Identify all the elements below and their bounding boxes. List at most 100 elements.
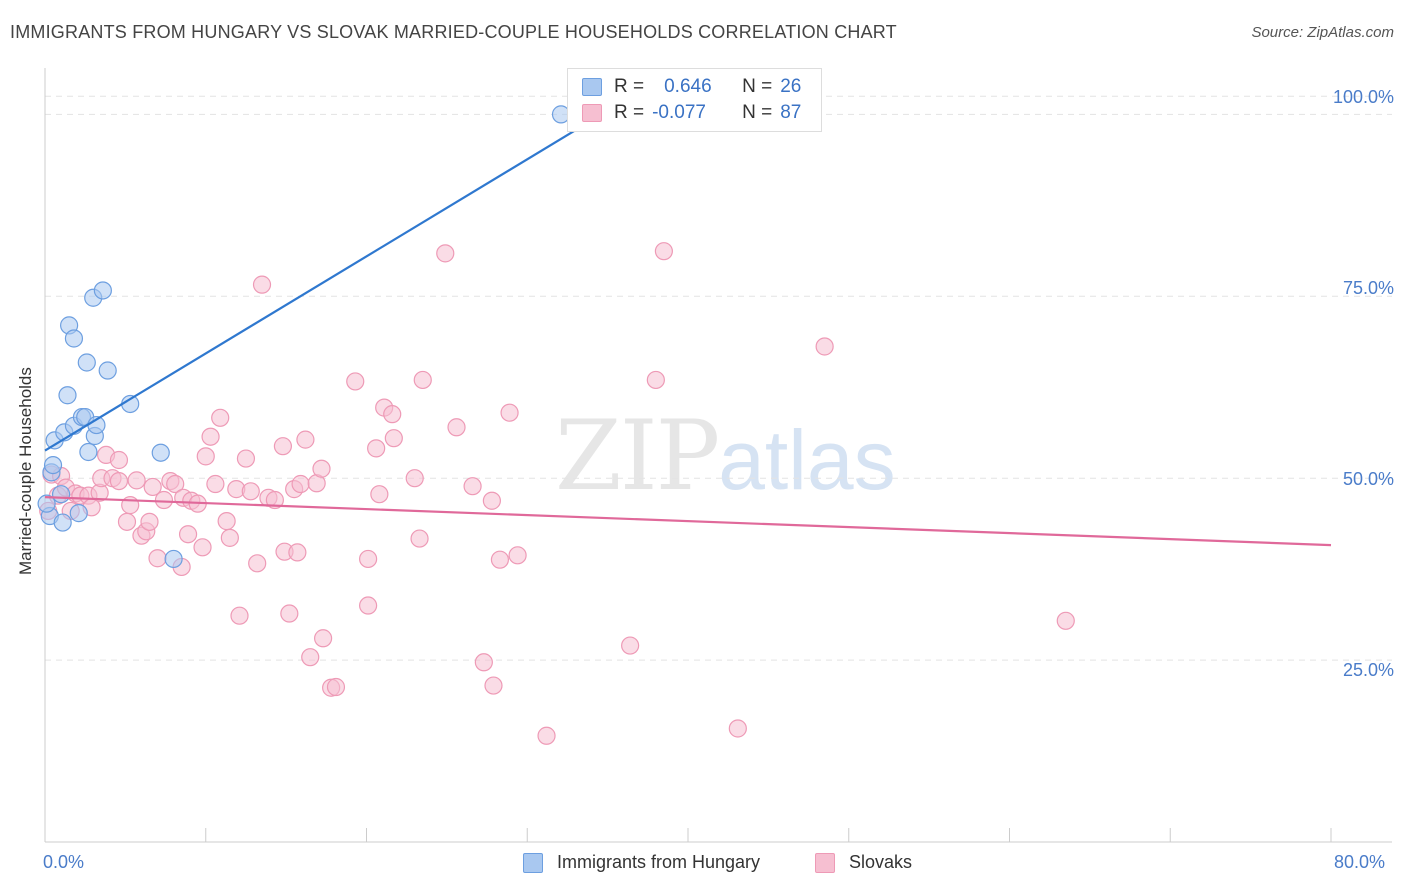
hungary-point-19	[93, 281, 112, 300]
slovaks-point-41	[241, 482, 260, 501]
slovaks-point-78	[508, 546, 527, 565]
slovaks-point-73	[474, 653, 493, 672]
hungary-point-7	[58, 386, 77, 405]
y-tick-label-50: 50.0%	[1342, 469, 1394, 489]
slovaks-point-71	[447, 418, 466, 437]
legend-n-value: 87	[780, 102, 802, 123]
slovaks-point-15	[117, 512, 137, 531]
slovaks-point-77	[500, 403, 519, 422]
slovaks-point-32	[196, 447, 215, 466]
y-axis-label: Married-couple Households	[16, 367, 35, 575]
hungary-point-25	[37, 494, 56, 513]
hungary-point-22	[151, 443, 170, 462]
slovaks-point-36	[217, 512, 236, 531]
bottom-legend-label: Slovaks	[849, 852, 913, 872]
legend-row-hungary: R = 0.646 N = 26	[582, 75, 801, 99]
slovaks-point-39	[230, 606, 249, 625]
slovaks-point-51	[291, 474, 310, 494]
slovaks-point-67	[405, 469, 424, 488]
legend-r-value: 0.646	[664, 76, 712, 97]
correlation-legend: R = 0.646 N = 26 R = -0.077 N = 87	[567, 68, 822, 132]
slovaks-point-80	[621, 636, 640, 655]
slovaks-point-43	[252, 275, 272, 294]
slovaks-point-28	[178, 525, 198, 544]
slovaks-point-65	[383, 405, 402, 424]
legend-n-label: N =	[742, 76, 773, 97]
slovaks-point-82	[654, 242, 673, 261]
slovaks-point-34	[206, 474, 225, 494]
watermark: ZIPatlas	[555, 400, 896, 512]
slovaks-point-58	[326, 677, 346, 697]
y-tick-label-75: 75.0%	[1342, 278, 1394, 298]
slovaks-point-52	[296, 430, 315, 449]
hungary-point-20	[98, 361, 117, 380]
slovaks-point-76	[490, 550, 510, 569]
slovaks-point-17	[127, 471, 146, 490]
slovaks-point-59	[346, 372, 365, 391]
legend-swatch-pink	[582, 104, 602, 122]
hungary-point-5	[53, 513, 72, 532]
slovaks-point-61	[359, 596, 378, 615]
x-tick-label-max: 80.0%	[1334, 852, 1386, 872]
slovaks-point-75	[484, 676, 503, 695]
slovaks-point-60	[359, 549, 378, 569]
slovaks-point-50	[288, 543, 307, 562]
slovaks-point-14	[109, 472, 129, 491]
y-tick-label-100: 100.0%	[1332, 87, 1394, 107]
hungary-point-15	[79, 442, 98, 462]
slovaks-point-62	[367, 439, 386, 458]
x-tick-label-min: 0.0%	[43, 852, 85, 872]
slovaks-point-25	[166, 474, 185, 494]
slovaks-point-21	[143, 477, 162, 497]
hungary-point-14	[77, 353, 96, 372]
hungary-point-23	[164, 549, 183, 569]
slovaks-point-23	[154, 490, 174, 510]
slovaks-point-74	[482, 491, 501, 510]
slovaks-point-56	[313, 629, 333, 648]
bottom-legend-swatch-blue	[523, 852, 543, 873]
slovaks-point-13	[109, 450, 129, 470]
slovaks-point-81	[646, 370, 665, 390]
slovaks-point-48	[280, 604, 299, 623]
hungary-point-9	[64, 329, 84, 348]
y-tick-label-25: 25.0%	[1342, 660, 1394, 680]
legend-swatch-blue	[582, 78, 602, 96]
slovaks-point-63	[370, 485, 389, 504]
slovaks-point-42	[248, 554, 267, 573]
slovaks-trend-line	[44, 496, 1332, 547]
legend-r-label: R =	[614, 76, 645, 97]
slovaks-point-84	[815, 337, 834, 356]
bottom-legend-slovaks: Slovaks	[815, 852, 912, 873]
slovaks-point-55	[312, 459, 331, 478]
hungary-trend-line	[44, 109, 609, 452]
slovaks-point-72	[463, 477, 482, 496]
bottom-legend-label: Immigrants from Hungary	[557, 852, 761, 872]
legend-row-slovaks: R = -0.077 N = 87	[582, 101, 801, 125]
slovaks-point-53	[301, 648, 320, 667]
bottom-legend-swatch-pink	[815, 852, 835, 873]
slovaks-point-31	[193, 538, 212, 557]
slovaks-point-37	[220, 528, 239, 547]
legend-r-value: -0.077	[652, 102, 706, 123]
slovaks-point-83	[728, 719, 747, 738]
source-credit: Source: ZipAtlas.com	[1251, 24, 1394, 41]
watermark-zip: ZIP	[555, 400, 720, 512]
slovaks-point-66	[384, 429, 403, 448]
slovaks-point-22	[148, 549, 167, 568]
slovaks-point-35	[211, 408, 230, 427]
slovaks-point-68	[410, 529, 429, 548]
legend-n-label: N =	[742, 102, 773, 123]
hungary-point-4	[51, 485, 71, 504]
hungary-point-11	[69, 504, 88, 523]
legend-r-label: R =	[614, 102, 645, 123]
slovaks-point-45	[265, 490, 284, 510]
slovaks-point-40	[236, 449, 256, 468]
watermark-atlas: atlas	[718, 413, 896, 507]
hungary-point-2	[43, 455, 63, 475]
slovaks-point-70	[436, 244, 455, 263]
bottom-legend-hungary: Immigrants from Hungary	[523, 852, 760, 873]
slovaks-point-69	[413, 370, 432, 390]
legend-n-value: 26	[780, 76, 802, 97]
slovaks-point-46	[273, 437, 293, 456]
